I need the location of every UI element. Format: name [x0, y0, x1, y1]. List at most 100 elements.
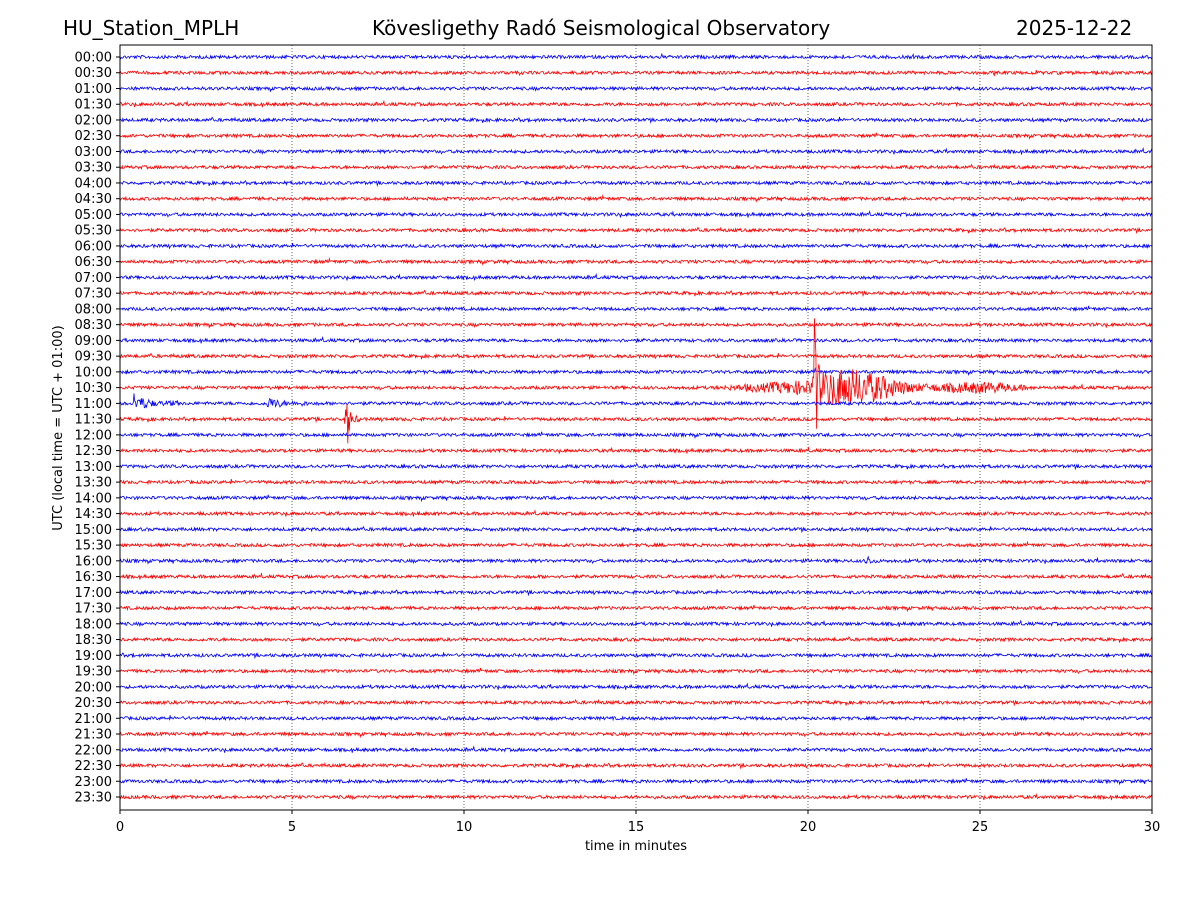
- trace-1800: [119, 619, 1153, 628]
- trace-2030: [119, 698, 1153, 707]
- y-tick-label: 08:30: [75, 318, 112, 333]
- trace-1730: [119, 604, 1153, 613]
- y-tick-label: 01:30: [75, 98, 112, 113]
- trace-0630: [119, 257, 1153, 266]
- y-tick-label: 08:00: [75, 302, 112, 317]
- trace-0200: [119, 116, 1153, 124]
- trace-0930: [119, 352, 1153, 361]
- y-tick-label: 18:00: [75, 617, 112, 632]
- trace-1500: [119, 525, 1153, 534]
- y-tick-label: 06:30: [75, 255, 112, 270]
- y-tick-label: 19:30: [75, 665, 112, 680]
- y-axis-label: UTC (local time = UTC + 01:00): [51, 325, 66, 530]
- x-tick-label: 20: [800, 820, 817, 835]
- x-tick-label: 15: [628, 820, 645, 835]
- y-tick-label: 17:00: [75, 586, 112, 601]
- y-tick-label: 04:00: [75, 176, 112, 191]
- y-tick-label: 10:30: [75, 381, 112, 396]
- trace-1600: [119, 555, 1153, 565]
- trace-2000: [119, 682, 1153, 690]
- trace-1230: [119, 446, 1152, 454]
- trace-0130: [119, 99, 1153, 108]
- trace-2300: [119, 778, 1153, 786]
- trace-1030: [119, 318, 1153, 429]
- y-tick-label: 03:30: [75, 161, 112, 176]
- trace-2130: [119, 730, 1153, 739]
- y-tick-label: 18:30: [75, 633, 112, 648]
- y-tick-label: 21:00: [75, 712, 112, 727]
- y-tick-label: 02:30: [75, 129, 112, 144]
- trace-0600: [119, 242, 1153, 250]
- trace-1930: [119, 667, 1153, 676]
- y-tick-label: 09:00: [75, 334, 112, 349]
- trace-2200: [119, 745, 1153, 753]
- y-tick-label: 05:00: [75, 208, 112, 223]
- x-tick-label: 10: [456, 820, 473, 835]
- trace-0430: [119, 194, 1153, 203]
- y-tick-label: 03:00: [75, 145, 112, 160]
- trace-0400: [119, 179, 1153, 187]
- y-tick-label: 16:30: [75, 570, 112, 585]
- y-tick-label: 07:30: [75, 287, 112, 302]
- trace-1000: [119, 367, 1153, 376]
- trace-2230: [119, 761, 1153, 770]
- y-tick-label: 09:30: [75, 350, 112, 365]
- y-tick-label: 13:00: [75, 460, 112, 475]
- x-tick-label: 0: [116, 820, 124, 835]
- trace-1830: [119, 636, 1153, 643]
- trace-1900: [119, 652, 1153, 660]
- y-tick-label: 16:00: [75, 554, 112, 569]
- trace-2100: [119, 715, 1152, 722]
- y-tick-label: 11:00: [75, 397, 112, 412]
- x-tick-label: 30: [1144, 820, 1161, 835]
- trace-0300: [119, 147, 1153, 155]
- station-name: HU_Station_MPLH: [63, 16, 240, 40]
- trace-0830: [119, 321, 1153, 329]
- y-tick-label: 20:00: [75, 680, 112, 695]
- trace-1130: [119, 404, 1153, 444]
- y-tick-label: 22:30: [75, 759, 112, 774]
- trace-0700: [119, 272, 1153, 281]
- x-tick-label: 25: [972, 820, 989, 835]
- y-tick-label: 20:30: [75, 696, 112, 711]
- trace-0900: [119, 336, 1153, 344]
- y-tick-label: 14:30: [75, 507, 112, 522]
- y-tick-label: 23:30: [75, 791, 112, 806]
- trace-1100: [119, 393, 1153, 409]
- trace-0330: [119, 163, 1153, 171]
- y-tick-label: 12:30: [75, 444, 112, 459]
- trace-0000: [119, 52, 1153, 61]
- trace-0800: [119, 305, 1153, 312]
- trace-1630: [119, 572, 1153, 580]
- y-tick-label: 12:00: [75, 428, 112, 443]
- trace-1300: [119, 462, 1153, 471]
- trace-1530: [119, 540, 1153, 549]
- trace-0030: [119, 69, 1153, 77]
- observatory-title: Kövesligethy Radó Seismological Observat…: [372, 16, 831, 40]
- y-tick-label: 01:00: [75, 82, 112, 97]
- trace-0730: [119, 289, 1153, 298]
- x-axis-label: time in minutes: [585, 839, 687, 854]
- trace-1330: [119, 479, 1153, 486]
- y-tick-label: 00:30: [75, 66, 112, 81]
- y-tick-label: 17:30: [75, 602, 112, 617]
- y-tick-label: 15:00: [75, 523, 112, 538]
- y-tick-label: 10:00: [75, 365, 112, 380]
- trace-1430: [119, 509, 1153, 517]
- trace-1700: [119, 589, 1153, 597]
- y-tick-label: 15:30: [75, 539, 112, 554]
- y-tick-label: 00:00: [75, 51, 112, 66]
- plot-date: 2025-12-22: [1016, 16, 1133, 40]
- y-tick-label: 02:00: [75, 113, 112, 128]
- y-tick-label: 22:00: [75, 743, 112, 758]
- trace-2330: [119, 793, 1153, 801]
- y-tick-label: 21:30: [75, 728, 112, 743]
- x-tick-label: 5: [288, 820, 296, 835]
- y-tick-label: 23:00: [75, 775, 112, 790]
- y-tick-label: 06:00: [75, 239, 112, 254]
- y-tick-label: 11:30: [75, 413, 112, 428]
- y-tick-label: 14:00: [75, 491, 112, 506]
- trace-1400: [119, 494, 1153, 503]
- y-tick-label: 13:30: [75, 476, 112, 491]
